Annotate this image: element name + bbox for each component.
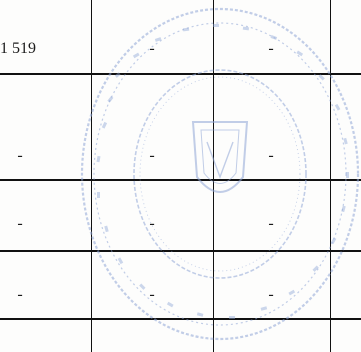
row-rule bbox=[0, 250, 361, 252]
column-rule bbox=[91, 0, 93, 352]
table-cell-value: 1 519 bbox=[0, 40, 36, 57]
table-cell-dash: - bbox=[149, 147, 155, 164]
column-rule bbox=[213, 0, 215, 352]
round-seal-icon bbox=[80, 7, 360, 341]
table-cell-dash: - bbox=[17, 147, 23, 164]
row-rule bbox=[0, 318, 361, 320]
table-cell-dash: - bbox=[149, 215, 155, 232]
table-cell-dash: - bbox=[268, 40, 274, 57]
table-cell-dash: - bbox=[268, 215, 274, 232]
table-cell-dash: - bbox=[17, 215, 23, 232]
table-cell-dash: - bbox=[149, 40, 155, 57]
row-rule bbox=[0, 73, 361, 75]
table-cell-dash: - bbox=[268, 286, 274, 303]
table-cell-dash: - bbox=[17, 286, 23, 303]
row-rule bbox=[0, 179, 361, 181]
column-rule bbox=[330, 0, 332, 352]
table-cell-dash: - bbox=[149, 286, 155, 303]
table-cell-dash: - bbox=[268, 147, 274, 164]
